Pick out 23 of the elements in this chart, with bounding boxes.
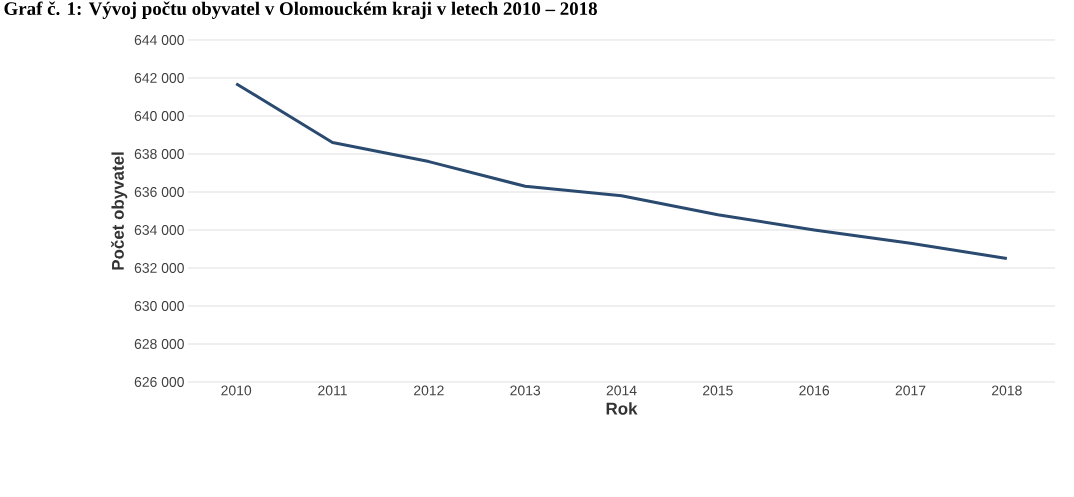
- y-tick-label: 628 000: [134, 339, 184, 349]
- y-tick-label: 640 000: [134, 111, 184, 121]
- x-tick-label: 2013: [510, 385, 541, 396]
- x-tick-label: 2010: [221, 385, 252, 396]
- x-tick-label: 2012: [414, 385, 444, 396]
- y-tick-label: 642 000: [134, 73, 184, 83]
- y-tick-label: 644 000: [134, 35, 184, 45]
- y-tick-label: 638 000: [134, 149, 184, 159]
- y-tick-label: 634 000: [134, 225, 184, 235]
- x-tick-label: 2017: [895, 385, 926, 396]
- x-tick-label: 2018: [992, 385, 1022, 396]
- line-series: [234, 82, 1009, 260]
- x-tick-label: 2015: [703, 385, 733, 396]
- y-tick-label: 636 000: [134, 187, 184, 197]
- y-tick-label: 626 000: [134, 377, 184, 387]
- x-tick-label: 2016: [799, 385, 830, 396]
- x-tick-label: 2011: [318, 385, 347, 396]
- y-tick-label: 630 000: [134, 301, 184, 311]
- chart-title: Graf č. 1: Vývoj počtu obyvatel v Olomouckém kraji v letech 2010 – 2018: [4, 1, 597, 19]
- x-tick-label: 2014: [606, 385, 637, 396]
- y-tick-label: 632 000: [134, 263, 184, 273]
- x-axis-title: Rok: [606, 402, 638, 415]
- y-axis-title: Počet obyvatel: [111, 152, 128, 270]
